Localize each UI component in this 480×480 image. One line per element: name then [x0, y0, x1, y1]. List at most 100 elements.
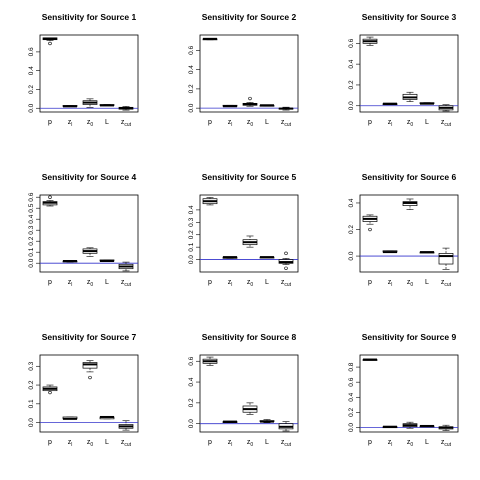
category-label-1: zl	[68, 439, 73, 448]
category-label-4: zcut	[281, 439, 292, 448]
y-tick-label-2: 0.4	[188, 377, 195, 386]
category-label-3: L	[425, 279, 429, 286]
plot-frame	[359, 354, 459, 433]
chart-panel-8: Sensitivity for Source 8 0.0 0.2 0.4 0.6 p zl z…	[188, 332, 299, 448]
y-tick-label-1: 0.1	[188, 242, 195, 251]
y-tick-label-1: 0.2	[348, 80, 355, 89]
outlier-point-0	[88, 375, 92, 380]
chart-title: Sensitivity for Source 3	[362, 12, 457, 22]
category-label-1: zl	[68, 279, 73, 288]
outlier-point-0	[248, 96, 252, 101]
outlier-point-0	[48, 41, 52, 46]
category-label-0: p	[208, 439, 212, 446]
category-label-1: zl	[228, 279, 233, 288]
y-tick-label-3: 0.3	[188, 217, 195, 226]
chart-panel-5: Sensitivity for Source 5 0.0 0.1 0.2 0.3 0.4 p…	[188, 172, 299, 288]
category-label-3: L	[105, 439, 109, 446]
y-tick-label-1: 0.2	[348, 225, 355, 234]
box-1	[42, 384, 58, 395]
outlier-point-1	[284, 266, 288, 270]
box-3	[82, 360, 98, 380]
category-label-4: zcut	[441, 279, 452, 288]
box-4	[259, 419, 275, 423]
y-tick-label-3: 0.3	[28, 225, 35, 234]
category-label-1: zl	[228, 439, 233, 448]
category-label-2: z0	[87, 119, 94, 128]
y-tick-label-1: 0.1	[28, 399, 35, 408]
category-label-3: L	[265, 119, 269, 126]
y-tick-label-2: 0.4	[348, 392, 355, 401]
category-label-3: L	[265, 439, 269, 446]
category-label-2: z0	[247, 439, 254, 448]
y-tick-label-2: 0.2	[188, 230, 195, 239]
plot-frame	[359, 194, 459, 273]
outlier-point-0	[368, 227, 372, 232]
chart-title: Sensitivity for Source 8	[202, 332, 297, 342]
box-3	[402, 91, 418, 102]
outlier-point-0	[48, 195, 52, 199]
box-5	[118, 261, 134, 272]
box-5	[118, 106, 134, 111]
box-1	[42, 195, 58, 207]
box-3	[82, 247, 98, 257]
box-4	[259, 256, 275, 259]
category-label-3: L	[105, 119, 109, 126]
box-2	[62, 260, 78, 263]
box-2	[222, 256, 238, 259]
y-tick-label-2: 0.4	[188, 65, 195, 74]
category-label-2: z0	[247, 279, 254, 288]
box-2	[222, 104, 238, 108]
plot-frame	[199, 354, 299, 433]
chart-title: Sensitivity for Source 2	[202, 12, 297, 22]
box-3	[82, 98, 98, 108]
box-2	[382, 102, 398, 106]
y-tick-label-1: 0.2	[28, 85, 35, 94]
box-1	[362, 36, 378, 46]
box-1	[202, 37, 218, 41]
chart-panel-4: Sensitivity for Source 4 0.0 0.1 0.2 0.3 0.4 0…	[28, 172, 139, 288]
y-tick-label-2: 0.4	[28, 66, 35, 75]
box-1	[202, 197, 218, 206]
chart-title: Sensitivity for Source 9	[362, 332, 457, 342]
box-5	[278, 106, 294, 111]
box-2	[222, 420, 238, 423]
category-label-2: z0	[87, 439, 94, 448]
y-tick-label-4: 0.8	[348, 362, 355, 371]
chart-panel-3: Sensitivity for Source 3 0.0 0.2 0.4 0.6 p zl z…	[348, 12, 459, 128]
y-tick-label-4: 0.4	[188, 205, 195, 214]
category-label-1: zl	[228, 119, 233, 128]
category-label-4: zcut	[281, 279, 292, 288]
y-tick-label-0: 0.0	[348, 101, 355, 110]
y-tick-label-2: 0.2	[28, 236, 35, 245]
y-tick-label-0: 0.0	[28, 258, 35, 267]
box-5	[438, 424, 454, 431]
chart-panel-7: Sensitivity for Source 7 0.0 0.1 0.2 0.3 p zl z…	[28, 332, 139, 448]
y-tick-label-4: 0.4	[28, 214, 35, 223]
y-tick-label-0: 0.0	[348, 251, 355, 260]
y-tick-label-1: 0.1	[28, 247, 35, 256]
box-5	[438, 247, 454, 270]
box-3	[402, 421, 418, 429]
box-4	[419, 251, 435, 254]
category-label-2: z0	[87, 279, 94, 288]
box-5	[278, 421, 294, 432]
outlier-point-0	[284, 251, 288, 256]
category-label-1: zl	[388, 279, 393, 288]
category-label-0: p	[208, 279, 212, 286]
box-2	[62, 416, 78, 420]
category-label-4: zcut	[281, 119, 292, 128]
chart-panel-1: Sensitivity for Source 1 0.0 0.2 0.4 0.6 p zl z…	[28, 12, 139, 128]
category-label-4: zcut	[121, 279, 132, 288]
box-4	[99, 104, 115, 107]
box-4	[99, 415, 115, 420]
category-label-0: p	[368, 119, 372, 126]
y-tick-label-3: 0.6	[188, 46, 195, 55]
plot-frame	[199, 34, 299, 113]
category-label-4: zcut	[441, 439, 452, 448]
y-tick-label-0: 0.0	[188, 255, 195, 264]
category-label-1: zl	[68, 119, 73, 128]
category-label-2: z0	[247, 119, 254, 128]
y-tick-label-0: 0.0	[188, 419, 195, 428]
